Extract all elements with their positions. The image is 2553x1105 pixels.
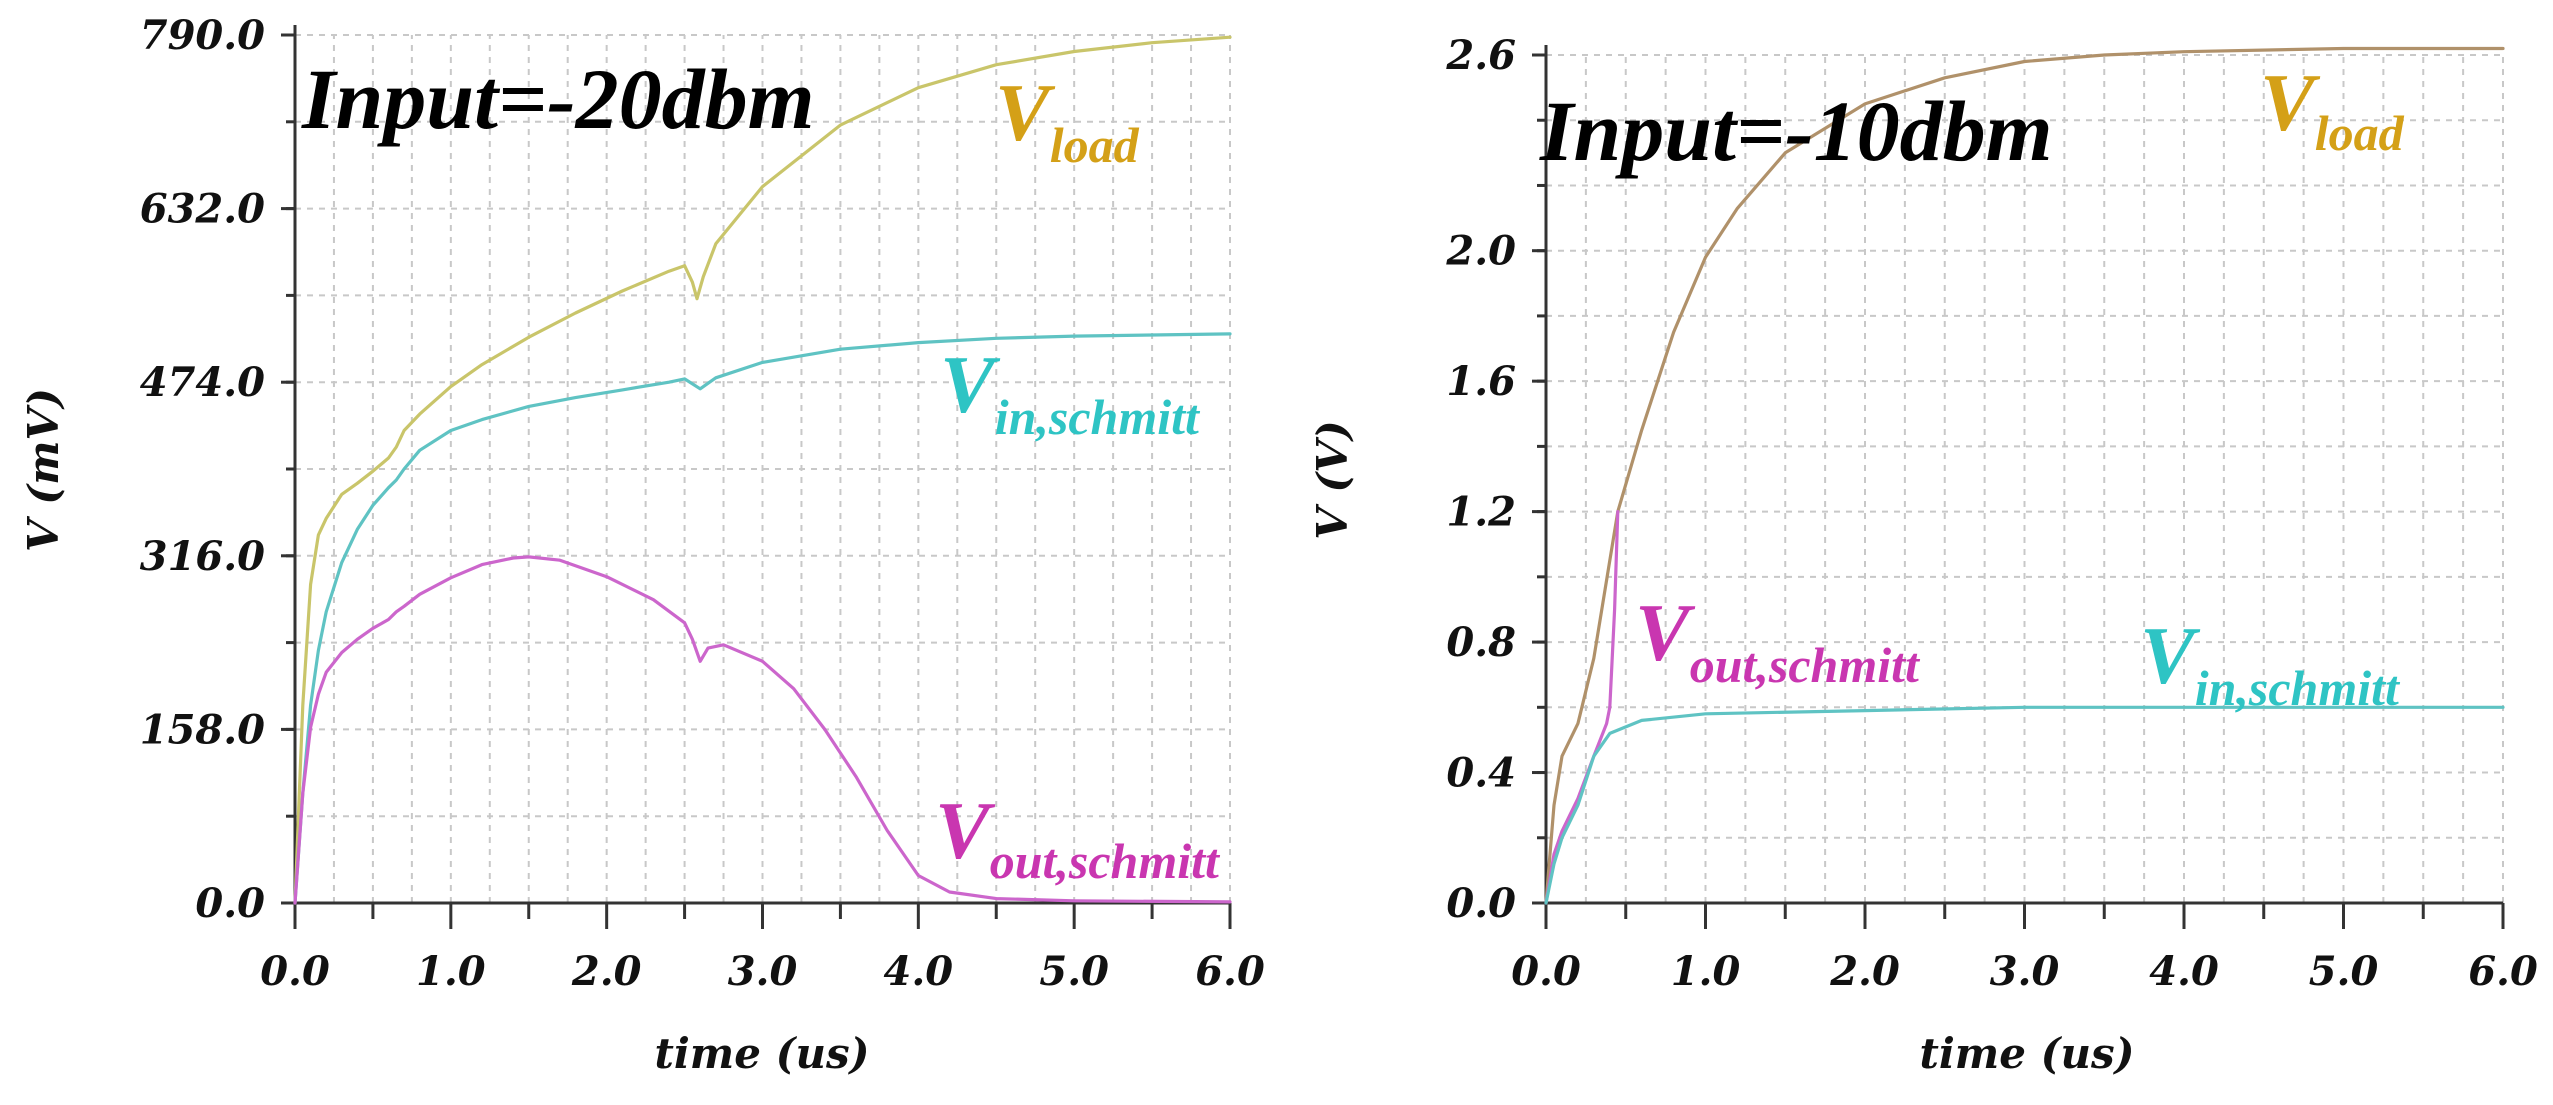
grid (295, 34, 1231, 903)
x-tick-label: 1.0 (416, 948, 486, 995)
y-tick-label: 0.0 (195, 880, 265, 927)
x-tick-label: 0.0 (1511, 948, 1581, 995)
x-tick-label: 4.0 (884, 948, 954, 995)
panel-title: Input=-20dbm (301, 51, 815, 147)
x-axis-label: time (us) (1919, 1029, 2134, 1078)
series-label: Vin,schmitt (940, 339, 1201, 445)
series-line-load (1544, 46, 2505, 905)
series-label: Vload (995, 67, 1140, 173)
y-tick-label: 158.0 (140, 706, 265, 753)
x-tick-label: 3.0 (1990, 948, 2060, 995)
series-line-in-schmitt (293, 332, 1232, 905)
y-axis-label: V (mV) (19, 388, 68, 552)
series-line-out-schmitt (293, 555, 1232, 905)
chart-panel-left: 0.0 158.0 316.0 474.0 632.0 790.0 0.0 1.0 2.0 3.0… (19, 12, 1265, 1078)
x-tick-label: 2.0 (1829, 948, 1900, 995)
y-tick-label: 1.2 (1446, 489, 1516, 536)
series-label: Vin,schmitt (2140, 610, 2401, 716)
y-tick-label: 1.6 (1446, 358, 1516, 405)
series-line-in-schmitt (1544, 705, 2505, 905)
y-tick-label: 474.0 (140, 359, 265, 406)
x-tick-label: 0.0 (260, 948, 330, 995)
series-label: Vout,schmitt (1635, 587, 1921, 693)
chart-panel-right: 0.0 0.4 0.8 1.2 1.6 2.0 2.6 0.0 1.0 2.0 3.0 4.0 5.0 6… (1308, 32, 2538, 1078)
y-tick-label: 0.4 (1446, 750, 1516, 797)
y-tick-label: 0.8 (1446, 619, 1516, 666)
x-tick-label: 5.0 (2309, 948, 2379, 995)
y-tick-label: 632.0 (140, 186, 265, 233)
y-tick-label: 0.0 (1446, 880, 1516, 927)
x-tick-label: 5.0 (1039, 948, 1109, 995)
y-tick-label: 2.6 (1445, 32, 1516, 79)
y-axis-label: V (V) (1308, 420, 1357, 540)
x-axis-label: time (us) (654, 1029, 869, 1078)
y-tick-label: 790.0 (140, 12, 265, 59)
x-tick-label: 1.0 (1671, 948, 1741, 995)
series-label: Vload (2260, 57, 2405, 161)
y-tick-label: 2.0 (1445, 228, 1516, 275)
x-tick-label: 6.0 (1195, 948, 1265, 995)
x-tick-label: 6.0 (2468, 948, 2538, 995)
y-tick-label: 316.0 (140, 533, 265, 580)
panel-title: Input=-10dbm (1539, 83, 2053, 179)
x-tick-label: 2.0 (571, 948, 642, 995)
series-line-load (293, 35, 1232, 905)
x-tick-label: 3.0 (728, 948, 798, 995)
x-tick-label: 4.0 (2149, 948, 2219, 995)
grid (1546, 54, 2504, 903)
series-label: Vout,schmitt (935, 785, 1221, 889)
